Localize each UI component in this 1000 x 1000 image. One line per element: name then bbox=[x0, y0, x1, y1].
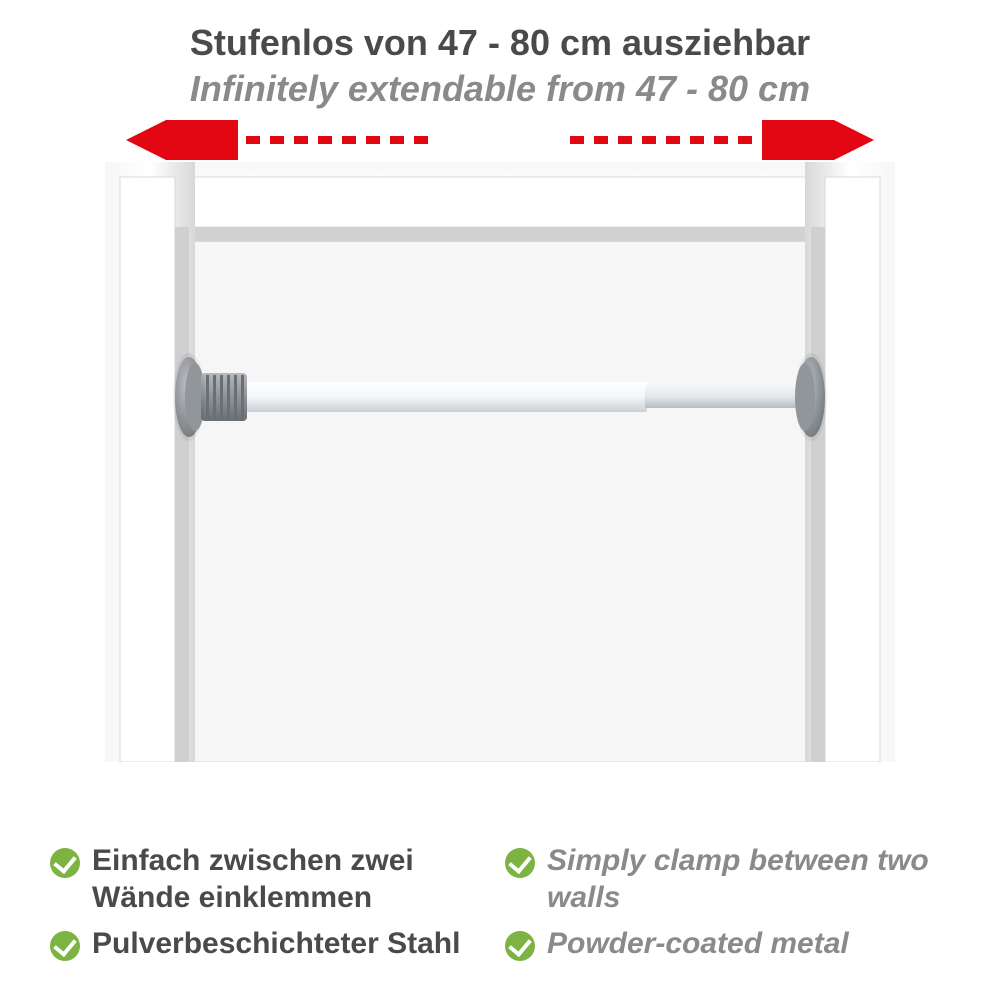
rod-inner-icon bbox=[645, 386, 805, 408]
product-illustration bbox=[105, 162, 895, 762]
extend-arrows bbox=[0, 120, 1000, 160]
check-icon bbox=[505, 931, 535, 961]
feature-text: Simply clamp between two walls bbox=[547, 842, 950, 917]
feature-item: Einfach zwischen zwei Wände einklemmen bbox=[50, 842, 495, 917]
feature-text: Powder-coated metal bbox=[547, 925, 849, 963]
header-de: Stufenlos von 47 - 80 cm ausziehbar bbox=[0, 22, 1000, 64]
rod-outer-icon bbox=[247, 382, 647, 412]
header-en: Infinitely extendable from 47 - 80 cm bbox=[0, 68, 1000, 110]
feature-item: Simply clamp between two walls bbox=[505, 842, 950, 917]
check-icon bbox=[505, 848, 535, 878]
features-de: Einfach zwischen zwei Wände einklemmen P… bbox=[50, 842, 495, 971]
features-en: Simply clamp between two walls Powder-co… bbox=[505, 842, 950, 971]
header: Stufenlos von 47 - 80 cm ausziehbar Infi… bbox=[0, 22, 1000, 110]
feature-item: Pulverbeschichteter Stahl bbox=[50, 925, 495, 963]
check-icon bbox=[50, 931, 80, 961]
features: Einfach zwischen zwei Wände einklemmen P… bbox=[50, 842, 950, 971]
check-icon bbox=[50, 848, 80, 878]
rod-adjust-knob-icon bbox=[201, 373, 247, 421]
feature-text: Einfach zwischen zwei Wände einklemmen bbox=[92, 842, 495, 917]
feature-text: Pulverbeschichteter Stahl bbox=[92, 925, 460, 963]
feature-item: Powder-coated metal bbox=[505, 925, 950, 963]
